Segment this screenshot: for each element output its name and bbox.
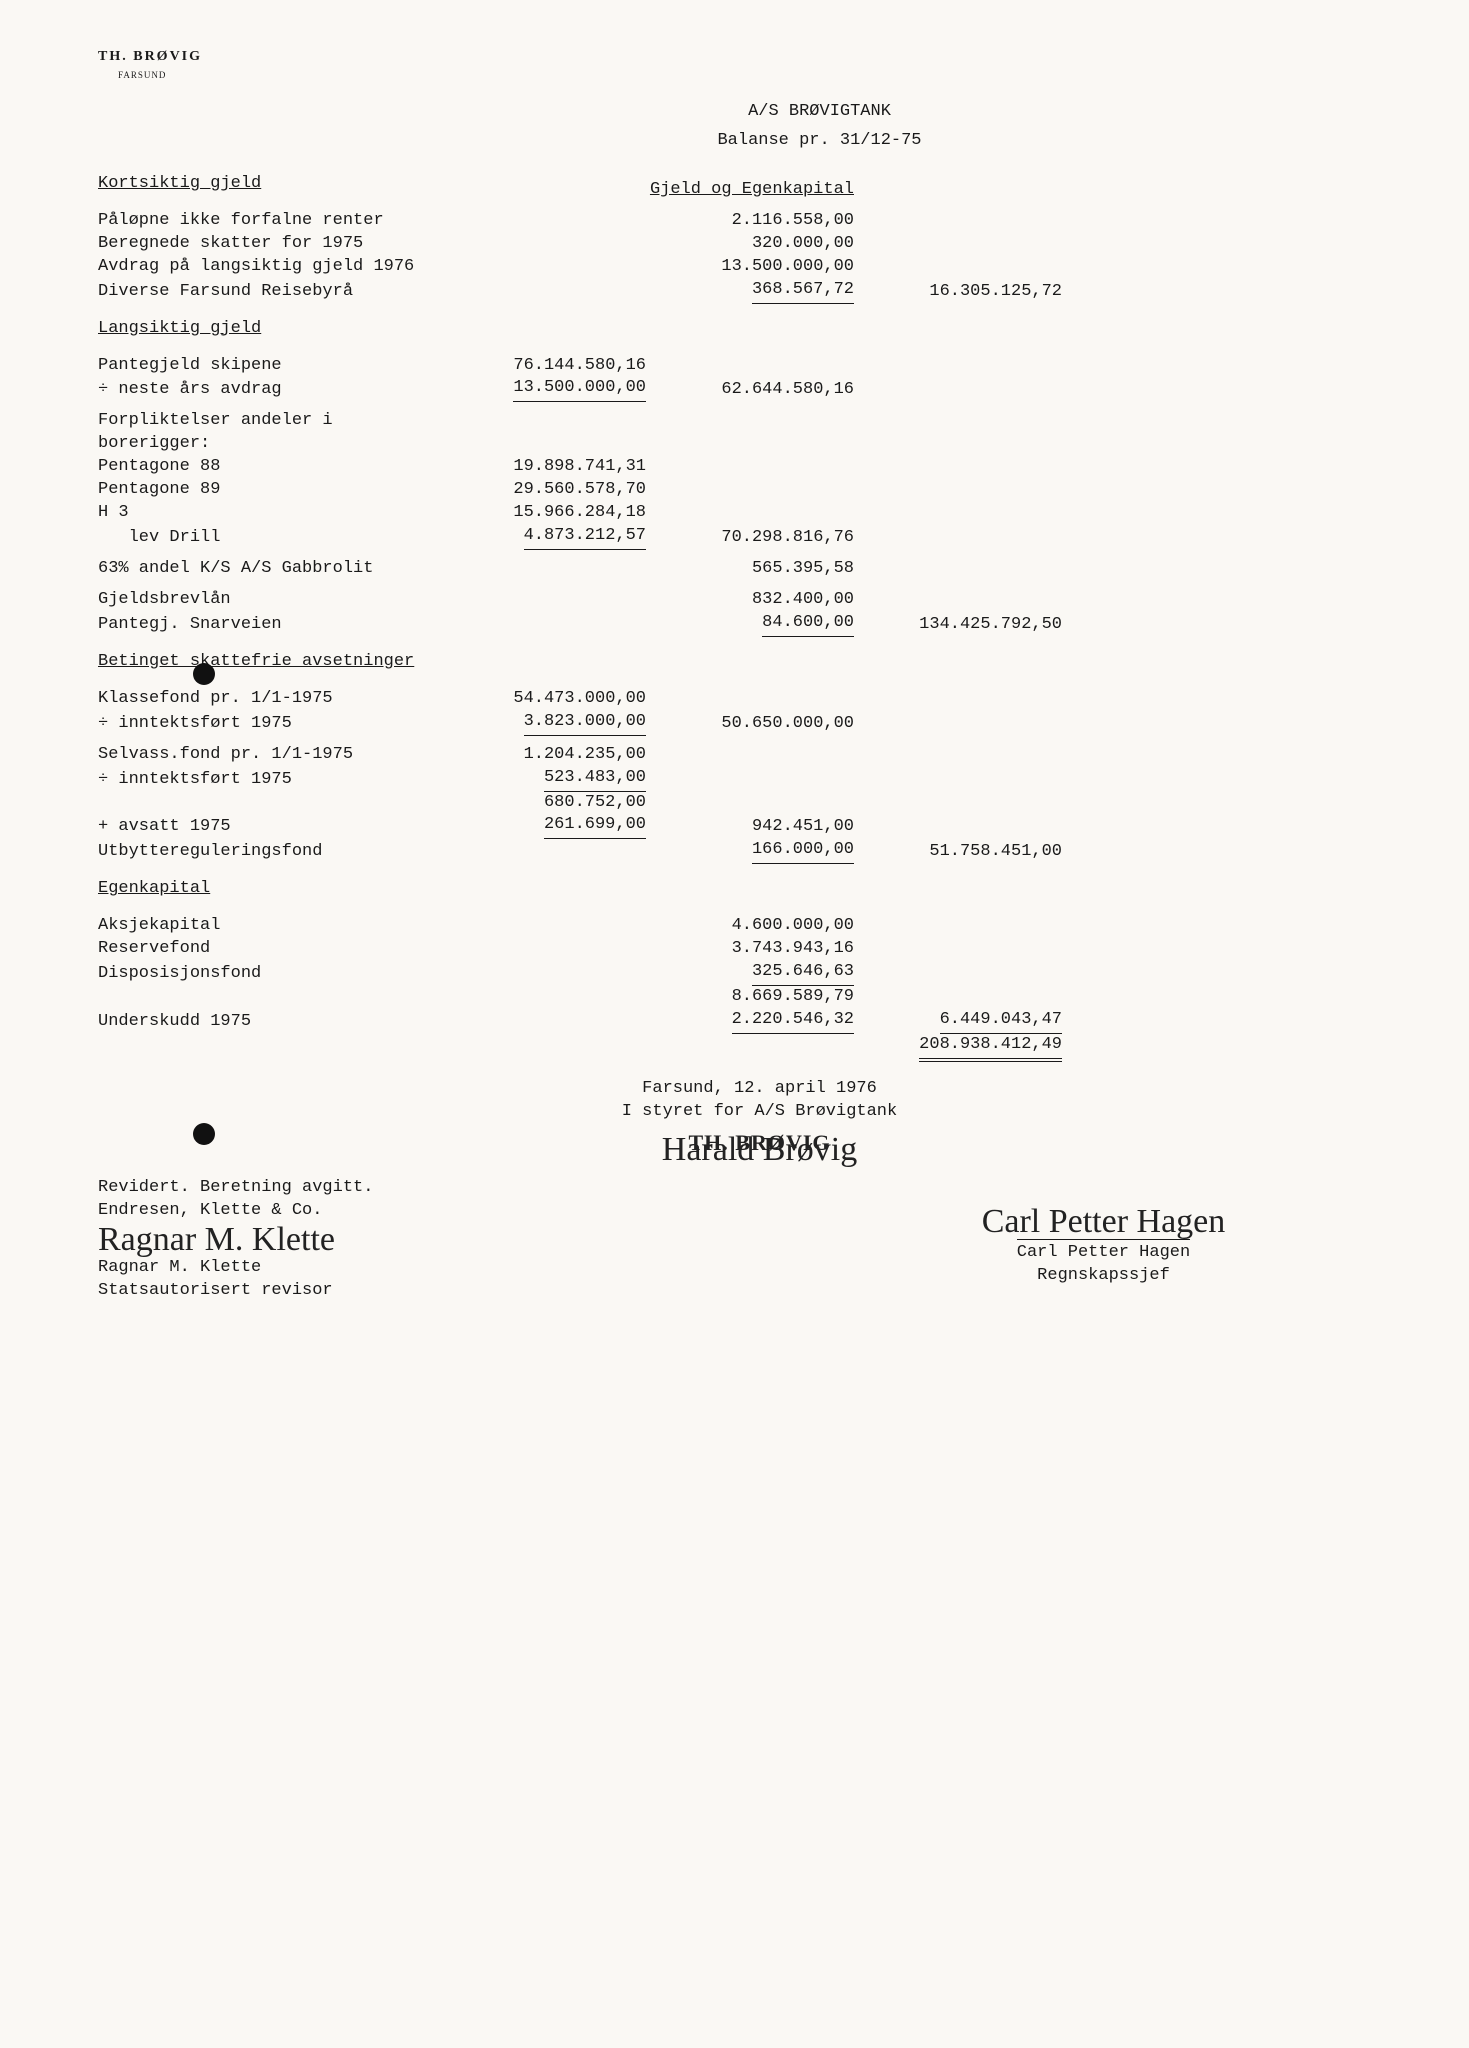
grand-total: 208.938.412,49 bbox=[919, 1034, 1062, 1062]
subtotal-value: 70.298.816,76 bbox=[654, 527, 854, 550]
hole-punch-icon bbox=[193, 1123, 215, 1145]
hole-punch-icon bbox=[193, 663, 215, 685]
letterhead-name: TH. BRØVIG bbox=[98, 48, 1421, 67]
line-value: 523.483,00 bbox=[544, 767, 646, 792]
line-value: 680.752,00 bbox=[446, 792, 646, 815]
line-value: 13.500.000,00 bbox=[654, 256, 854, 279]
line-label: Pentagone 88 bbox=[98, 456, 438, 479]
line-label: Pantegj. Snarveien bbox=[98, 614, 438, 637]
auditor-title: Statsautorisert revisor bbox=[98, 1280, 733, 1303]
line-value: 19.898.741,31 bbox=[446, 456, 646, 479]
line-label: Selvass.fond pr. 1/1-1975 bbox=[98, 744, 438, 767]
line-label: ÷ neste års avdrag bbox=[98, 379, 438, 402]
balance-date: Balanse pr. 31/12-75 bbox=[218, 130, 1421, 153]
line-label: Forpliktelser andeler i bbox=[98, 410, 1421, 433]
section-kortsiktig: Kortsiktig gjeld bbox=[98, 173, 438, 196]
line-label: Disposisjonsfond bbox=[98, 963, 438, 986]
line-value: 832.400,00 bbox=[654, 589, 854, 612]
line-label: Påløpne ikke forfalne renter bbox=[98, 210, 438, 233]
line-value: 3.823.000,00 bbox=[524, 711, 646, 736]
signature-accountant: Carl Petter Hagen bbox=[786, 1205, 1421, 1239]
line-value: 320.000,00 bbox=[654, 233, 854, 256]
line-label: Utbyttereguleringsfond bbox=[98, 841, 438, 864]
footer-place-date: Farsund, 12. april 1976 bbox=[98, 1078, 1421, 1101]
company-title: A/S BRØVIGTANK bbox=[218, 101, 1421, 124]
section-egenkapital: Egenkapital bbox=[98, 878, 1421, 901]
line-value: 565.395,58 bbox=[654, 558, 854, 581]
line-value: 4.600.000,00 bbox=[654, 915, 854, 938]
auditor-name: Ragnar M. Klette bbox=[98, 1257, 733, 1280]
accountant-name: Carl Petter Hagen bbox=[1017, 1239, 1190, 1265]
line-value: 325.646,63 bbox=[752, 961, 854, 986]
line-value: 54.473.000,00 bbox=[446, 688, 646, 711]
line-label: ÷ inntektsført 1975 bbox=[98, 713, 438, 736]
line-label: Pantegjeld skipene bbox=[98, 355, 438, 378]
revision-line-1: Revidert. Beretning avgitt. bbox=[98, 1177, 733, 1200]
line-label: Diverse Farsund Reisebyrå bbox=[98, 281, 438, 304]
line-value: 261.699,00 bbox=[544, 814, 646, 839]
line-label: Reservefond bbox=[98, 938, 438, 961]
subtotal-value: 134.425.792,50 bbox=[862, 614, 1062, 637]
line-value: 3.743.943,16 bbox=[654, 938, 854, 961]
subtotal-value: 6.449.043,47 bbox=[940, 1009, 1062, 1034]
line-value: 368.567,72 bbox=[752, 279, 854, 304]
subtotal-value: 942.451,00 bbox=[654, 816, 854, 839]
accountant-title: Regnskapssjef bbox=[786, 1265, 1421, 1288]
subtotal-value: 50.650.000,00 bbox=[654, 713, 854, 736]
subtotal-value: 8.669.589,79 bbox=[654, 986, 854, 1009]
revision-line-2: Endresen, Klette & Co. bbox=[98, 1200, 733, 1223]
line-value: 166.000,00 bbox=[752, 839, 854, 864]
line-label: Beregnede skatter for 1975 bbox=[98, 233, 438, 256]
line-value: 2.116.558,00 bbox=[654, 210, 854, 233]
subtotal-value: 51.758.451,00 bbox=[862, 841, 1062, 864]
line-label: Aksjekapital bbox=[98, 915, 438, 938]
signature-chairman: Harald Brøvig bbox=[98, 1133, 1421, 1167]
line-label: Avdrag på langsiktig gjeld 1976 bbox=[98, 256, 438, 279]
line-value: 13.500.000,00 bbox=[513, 377, 646, 402]
line-value: 29.560.578,70 bbox=[446, 479, 646, 502]
line-value: 4.873.212,57 bbox=[524, 525, 646, 550]
subtotal-value: 62.644.580,16 bbox=[654, 379, 854, 402]
subheading-gjeld-egenkapital: Gjeld og Egenkapital bbox=[650, 180, 854, 199]
letterhead-city: FARSUND bbox=[118, 69, 1421, 81]
line-value: 84.600,00 bbox=[762, 612, 854, 637]
line-value: 2.220.546,32 bbox=[732, 1009, 854, 1034]
footer-board-line: I styret for A/S Brøvigtank bbox=[98, 1101, 1421, 1124]
line-label: lev Drill bbox=[98, 527, 438, 550]
line-label: Underskudd 1975 bbox=[98, 1011, 438, 1034]
line-value: 15.966.284,18 bbox=[446, 502, 646, 525]
line-label: 63% andel K/S A/S Gabbrolit bbox=[98, 558, 438, 581]
line-value: 76.144.580,16 bbox=[446, 355, 646, 378]
line-value: 1.204.235,00 bbox=[446, 744, 646, 767]
line-label: Klassefond pr. 1/1-1975 bbox=[98, 688, 438, 711]
line-label: H 3 bbox=[98, 502, 438, 525]
section-langsiktig: Langsiktig gjeld bbox=[98, 318, 1421, 341]
line-label: Pentagone 89 bbox=[98, 479, 438, 502]
section-betinget: Betinget skattefrie avsetninger bbox=[98, 651, 1421, 674]
line-label: Gjeldsbrevlån bbox=[98, 589, 438, 612]
subtotal-value: 16.305.125,72 bbox=[862, 281, 1062, 304]
line-label: ÷ inntektsført 1975 bbox=[98, 769, 438, 792]
line-label: borerigger: bbox=[98, 433, 1421, 456]
line-label: + avsatt 1975 bbox=[98, 816, 438, 839]
signature-auditor: Ragnar M. Klette bbox=[98, 1223, 733, 1257]
